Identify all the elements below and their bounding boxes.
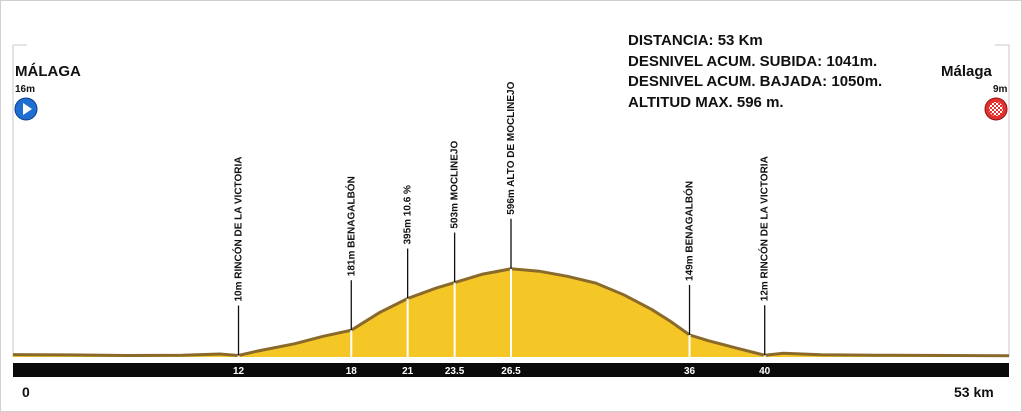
waypoint-label: 181m BENAGALBÓN xyxy=(344,176,357,276)
km-tick-label: 12 xyxy=(233,366,245,377)
waypoint-label: 149m BENAGALBÓN xyxy=(683,181,696,281)
waypoint-label: 12m RINCÓN DE LA VICTORIA xyxy=(758,156,771,301)
axis-start-label: 0 xyxy=(22,384,30,400)
stat-descent: DESNIVEL ACUM. BAJADA: 1050m. xyxy=(628,73,883,90)
waypoint-label: 596m ALTO DE MOCLINEJO xyxy=(506,81,517,214)
start-city-name: MÁLAGA xyxy=(15,63,81,80)
stat-max-altitude: ALTITUD MAX. 596 m. xyxy=(628,93,784,111)
km-tick-label: 18 xyxy=(346,366,358,377)
km-tick-label: 23.5 xyxy=(445,366,465,377)
waypoint-label: 10m RINCÓN DE LA VICTORIA xyxy=(232,156,245,301)
distance-axis-bar xyxy=(13,363,1009,377)
play-start-icon xyxy=(14,97,38,121)
stat-distance: DISTANCIA: 53 Km xyxy=(628,32,763,49)
waypoint-label: 503m MOCLINEJO xyxy=(450,141,461,229)
checkered-finish-icon xyxy=(984,97,1008,121)
km-tick-label: 26.5 xyxy=(501,366,521,377)
start-altitude: 16m xyxy=(15,84,36,95)
axis-end-label: 53 km xyxy=(954,384,994,400)
stat-ascent: DESNIVEL ACUM. SUBIDA: 1041m. xyxy=(628,52,878,70)
km-tick-label: 40 xyxy=(759,366,771,377)
km-tick-label: 36 xyxy=(684,366,696,377)
finish-city-name: Málaga xyxy=(941,63,992,80)
stage-stats: DISTANCIA: 53 Km DESNIVEL ACUM. SUBIDA: … xyxy=(628,31,882,113)
waypoint-label: 395m 10.6 % xyxy=(403,185,414,245)
km-tick-label: 21 xyxy=(402,366,414,377)
finish-altitude: 9m xyxy=(993,84,1008,95)
